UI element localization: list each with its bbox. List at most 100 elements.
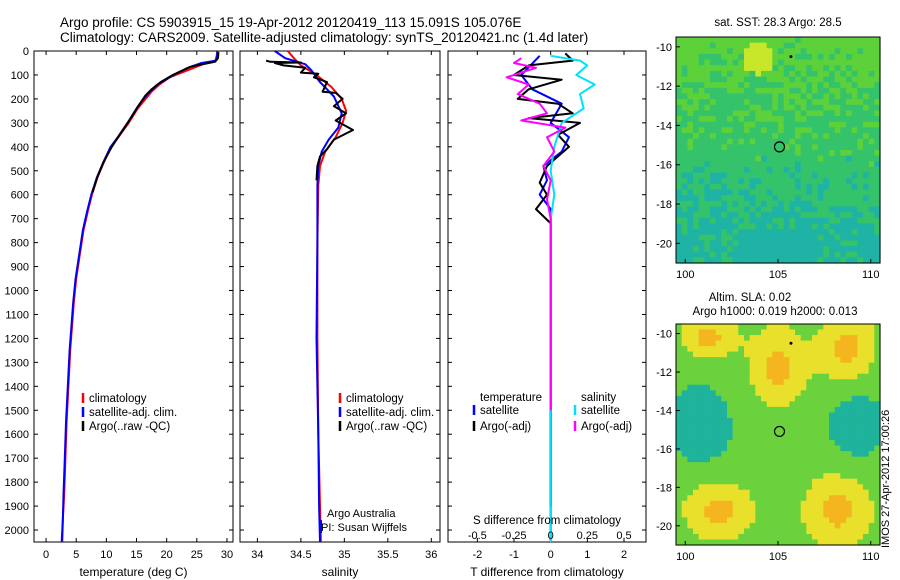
sst_map-cell xyxy=(795,104,802,112)
sla_map-cell xyxy=(693,511,700,518)
sla_map-cell xyxy=(783,373,790,380)
sst_map-cell xyxy=(755,133,762,140)
sst_map-cell xyxy=(732,166,739,174)
sst_map-cell xyxy=(732,161,739,168)
sst_map-cell xyxy=(795,150,802,157)
sla_map-cell xyxy=(704,346,711,353)
sla_map-cell xyxy=(868,511,875,518)
sla_map-cell xyxy=(676,390,683,397)
sst_map-cell xyxy=(823,229,830,236)
sst_map-cell xyxy=(710,223,717,230)
sst_map-cell xyxy=(710,234,717,241)
sst_map-cell xyxy=(851,229,858,236)
sst_map-cell xyxy=(698,65,705,72)
sst_map-cell xyxy=(863,183,870,191)
sst_map-cell xyxy=(800,212,807,219)
sla_map-cell xyxy=(710,384,717,391)
sst_map-cell xyxy=(749,99,756,106)
sla_map-cell xyxy=(687,478,694,485)
sla_map-cell xyxy=(874,417,881,425)
sst_map-cell xyxy=(783,212,790,219)
sst_map-cell xyxy=(772,172,779,179)
difference-xtick-label: 0 xyxy=(548,549,554,561)
sla_map-cell xyxy=(738,351,745,358)
sla_map-cell xyxy=(783,511,790,518)
sla_map-cell xyxy=(732,462,739,469)
sla_map-cell xyxy=(693,539,700,546)
sst_map-cell xyxy=(738,127,745,134)
sst_map-cell xyxy=(744,59,751,66)
sst_map-cell xyxy=(744,200,751,208)
sla_map-cell xyxy=(749,517,756,524)
sst_map-cell xyxy=(772,206,779,213)
sst_map-cell xyxy=(812,212,819,219)
sla_map-cell xyxy=(693,451,700,458)
sla_map-cell xyxy=(806,478,813,485)
sla_map-cell xyxy=(874,462,881,469)
sla_map-cell xyxy=(863,390,870,397)
sst_map-cell xyxy=(789,133,796,140)
sla_map-cell xyxy=(772,462,779,469)
sla_map-cell xyxy=(840,506,847,513)
temperature-series-argo---raw--qc- xyxy=(91,52,220,193)
sla_map-cell xyxy=(846,417,853,425)
depth-tick-label: 1800 xyxy=(5,477,29,489)
sla_map-cell xyxy=(840,440,847,447)
sla_map-cell xyxy=(783,522,790,530)
sla_map-cell xyxy=(676,434,683,441)
sla_map-cell xyxy=(755,484,762,491)
sla_map-cell xyxy=(863,379,870,386)
sla_map-cell xyxy=(868,456,875,463)
sst_map-cell xyxy=(829,138,836,145)
sst_map-cell xyxy=(846,53,853,61)
sla_map-cell xyxy=(874,451,881,458)
sst_map-cell xyxy=(840,246,847,253)
sla_map-cell xyxy=(795,324,802,331)
sst_map-cell xyxy=(755,127,762,134)
sst_map-cell xyxy=(721,76,728,83)
sst_map-cell xyxy=(829,144,836,151)
sla_map-cell xyxy=(710,484,717,491)
sst_map-cell xyxy=(806,133,813,140)
sst_map-cell xyxy=(829,127,836,134)
sst_map-cell xyxy=(772,257,779,264)
sla_map-cell xyxy=(744,401,751,408)
sla_map-cell xyxy=(778,362,785,369)
sla_map-cell xyxy=(738,335,745,342)
sst_map-cell xyxy=(795,133,802,140)
depth-tick-label: 100 xyxy=(11,70,29,82)
sla_map-cell xyxy=(823,357,830,364)
sst_map-cell xyxy=(795,127,802,134)
sst_map-cell xyxy=(704,48,711,55)
sla_map-cell xyxy=(693,335,700,342)
sst_map-cell xyxy=(806,76,813,83)
sst_map-cell xyxy=(766,65,773,72)
sla_map-cell xyxy=(800,335,807,342)
sst_map-cell xyxy=(755,178,762,185)
sla_map-cell xyxy=(874,440,881,447)
sla_map-cell xyxy=(772,417,779,425)
sst_map-cell xyxy=(738,110,745,117)
sst_map-cell xyxy=(704,138,711,145)
sst_map-cell xyxy=(863,82,870,89)
sla_map-cell xyxy=(687,506,694,513)
sst_map-cell xyxy=(732,76,739,83)
sla_map-cell xyxy=(749,329,756,336)
sst_map-cell xyxy=(851,42,858,49)
sla_map-cell xyxy=(772,522,779,530)
sst_map-cell xyxy=(823,93,830,100)
sst_map-cell xyxy=(766,155,773,162)
sst_map-cell xyxy=(863,138,870,145)
sst_map-cell xyxy=(676,65,683,72)
sla_map-cell xyxy=(681,373,688,380)
sst_map-cell xyxy=(755,116,762,123)
sst_map-cell xyxy=(698,110,705,117)
sla_map-cell xyxy=(698,467,705,474)
sst_map-cell xyxy=(806,144,813,151)
sla_map-cell xyxy=(817,335,824,342)
sst_map-cell xyxy=(795,229,802,236)
sla_map-cell xyxy=(766,401,773,408)
sla_map-cell xyxy=(772,346,779,353)
sst_map-cell xyxy=(846,127,853,134)
sla_map-cell xyxy=(806,401,813,408)
